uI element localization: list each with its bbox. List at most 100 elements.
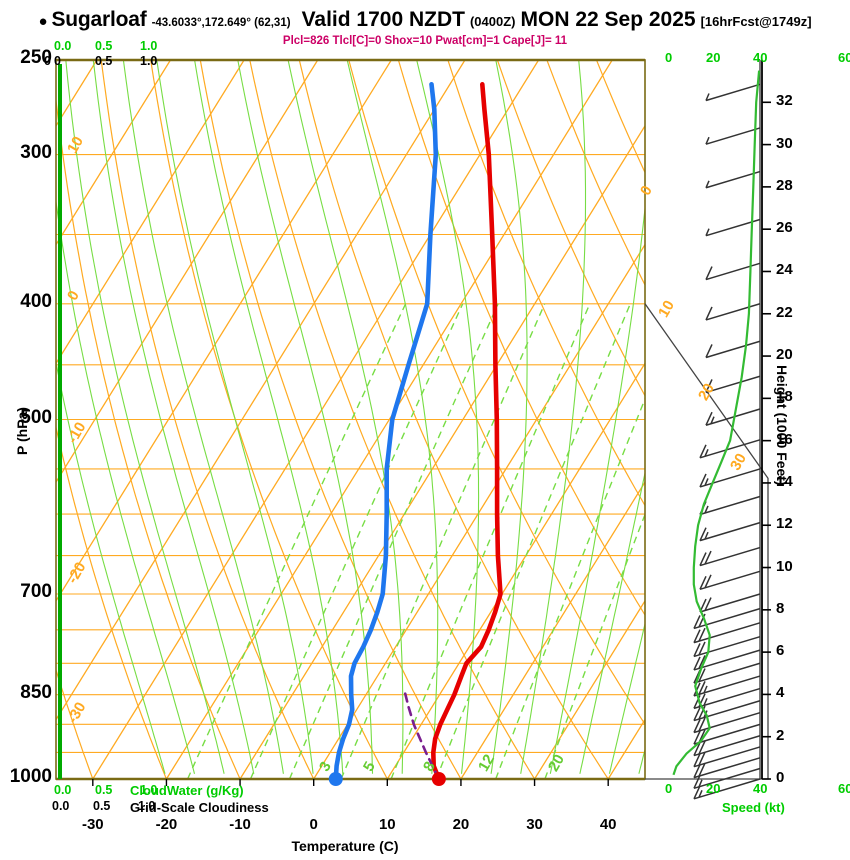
isotherm-10 <box>386 362 645 779</box>
pressure-tick-400: 400 <box>20 290 52 312</box>
speed-axis-label: Speed (kt) <box>722 800 785 815</box>
speed-tick-bottom-0: 0 <box>665 781 673 796</box>
height-profile-curve <box>672 70 761 776</box>
marker-surface-dewpoint <box>328 772 343 786</box>
pressure-tick-300: 300 <box>20 141 52 163</box>
cloudiness-tick-bottom-1: 0.5 <box>93 799 111 813</box>
wind-barb-full <box>698 681 706 695</box>
wind-barb-half <box>704 505 709 514</box>
wind-barb-half <box>704 449 709 457</box>
wind-barb-shaft <box>693 700 761 722</box>
height-tick-label-12: 12 <box>776 515 793 533</box>
pressure-tick-500: 500 <box>20 406 52 428</box>
wind-barb-shaft <box>693 711 761 734</box>
wind-barb-full <box>698 655 706 669</box>
wind-barb-full <box>693 719 701 733</box>
cloudiness-tick-top-2: 0.5 <box>95 54 113 68</box>
speed-tick-top-60: 60 <box>838 50 850 65</box>
wind-barb-shaft <box>693 622 761 644</box>
wind-barb-shaft <box>693 735 761 757</box>
pressure-tick-250: 250 <box>20 47 52 68</box>
pressure-tick-850: 850 <box>20 681 52 703</box>
moist-adiabat-32 <box>549 203 645 774</box>
wind-barb-half <box>710 416 715 425</box>
isotherm--60 <box>56 60 319 484</box>
wind-barb-shaft <box>705 340 761 359</box>
isotherm-30 <box>534 599 645 779</box>
wind-barb-full <box>705 411 713 426</box>
wind-barb-shaft <box>693 767 761 790</box>
isotherm--80 <box>56 60 172 246</box>
moist-adiabat-8 <box>237 60 374 774</box>
isotherm--20 <box>165 60 613 779</box>
speed-tick-bottom-20: 20 <box>706 781 721 796</box>
wind-barb-full <box>699 444 707 459</box>
wind-barb-shaft <box>699 468 761 488</box>
wind-barb-half <box>698 779 703 788</box>
isotherm--40 <box>56 60 466 721</box>
temperature-tick-10: 10 <box>378 816 396 833</box>
moist-adiabat-36 <box>579 470 645 774</box>
height-tick-label-16: 16 <box>776 430 793 448</box>
wind-barb-half <box>704 531 709 540</box>
mixing-ratio-8 <box>390 303 591 779</box>
wind-barb-shaft <box>705 83 761 102</box>
dry-adiabat--20 <box>56 424 167 779</box>
wind-barb-full <box>693 785 701 800</box>
pressure-tick-700: 700 <box>20 581 52 602</box>
mixing-ratio-3 <box>288 303 499 779</box>
figure-header: ● Sugarloaf -43.6033°,172.649° (62,31) V… <box>0 8 850 34</box>
speed-tick-top-20: 20 <box>706 50 721 65</box>
wind-barb-full <box>693 730 701 745</box>
mixing-ratio-1 <box>186 303 407 779</box>
moist-adiabat-12 <box>287 60 404 774</box>
moist-adiabat--4 <box>122 60 284 774</box>
moist-adiabat-4 <box>194 60 344 774</box>
wind-barb-shaft <box>705 170 761 189</box>
wind-barb-full <box>705 344 713 358</box>
wind-barb-shaft <box>693 723 761 745</box>
isotherm--10 <box>239 124 645 779</box>
wind-barb-full <box>698 668 706 682</box>
wind-barb-full <box>705 266 713 280</box>
wind-barb-full <box>705 379 713 393</box>
speed-tick-bottom-40: 40 <box>753 781 768 796</box>
wind-barb-full <box>693 775 701 789</box>
temperature-tick--10: -10 <box>229 816 251 833</box>
cloudwater-tick-bottom-0: 0.0 <box>54 783 72 797</box>
cloudwater-tick-bottom-2: 1.0 <box>140 783 158 797</box>
height-tick-label-26: 26 <box>776 219 793 237</box>
wind-barb-full <box>693 615 701 629</box>
moist-adiabat-16 <box>346 60 439 774</box>
wind-barb-half <box>705 228 710 236</box>
wind-barb-full <box>704 574 712 589</box>
cloudwater-legend-label: CloudWater (g/Kg) <box>130 783 244 798</box>
wind-barb-shaft <box>693 635 761 658</box>
moist-adiabat--8 <box>92 60 255 774</box>
speed-tick-bottom-60: 60 <box>838 781 850 796</box>
wind-barb-shaft <box>699 546 761 567</box>
moist-adiabat-40 <box>608 621 645 774</box>
wind-barb-half <box>705 180 710 189</box>
cloudwater-tick-top-0: 0.0 <box>54 39 72 53</box>
wind-barb-shaft <box>705 303 761 321</box>
cloudiness-tick-top-3: 1.0 <box>140 54 158 68</box>
cloudiness-tick-bottom-0: 0.0 <box>52 799 70 813</box>
wind-barb-shaft <box>693 649 761 671</box>
station-bullet-icon: ● <box>38 13 48 30</box>
cloudiness-tick-bottom-2: 1.0 <box>138 799 156 813</box>
temperature-tick--30: -30 <box>81 816 104 833</box>
wind-barb-full <box>699 473 707 488</box>
wind-barb-half <box>704 478 709 486</box>
cloudwater-tick-bottom-1: 0.5 <box>95 783 113 797</box>
height-axis-label: Height (1000 Feet) <box>774 365 790 486</box>
wind-barb-shaft <box>699 521 761 542</box>
height-tick-label-2: 2 <box>776 726 785 744</box>
height-tick-label-22: 22 <box>776 303 793 321</box>
wind-barb-full <box>693 764 701 778</box>
wind-barb-full <box>698 717 706 732</box>
height-tick-label-32: 32 <box>776 92 793 110</box>
cloudiness-legend-label: Grid-Scale Cloudiness <box>130 800 269 815</box>
station-name: Sugarloaf <box>51 8 147 31</box>
wind-barb-full <box>693 643 701 657</box>
